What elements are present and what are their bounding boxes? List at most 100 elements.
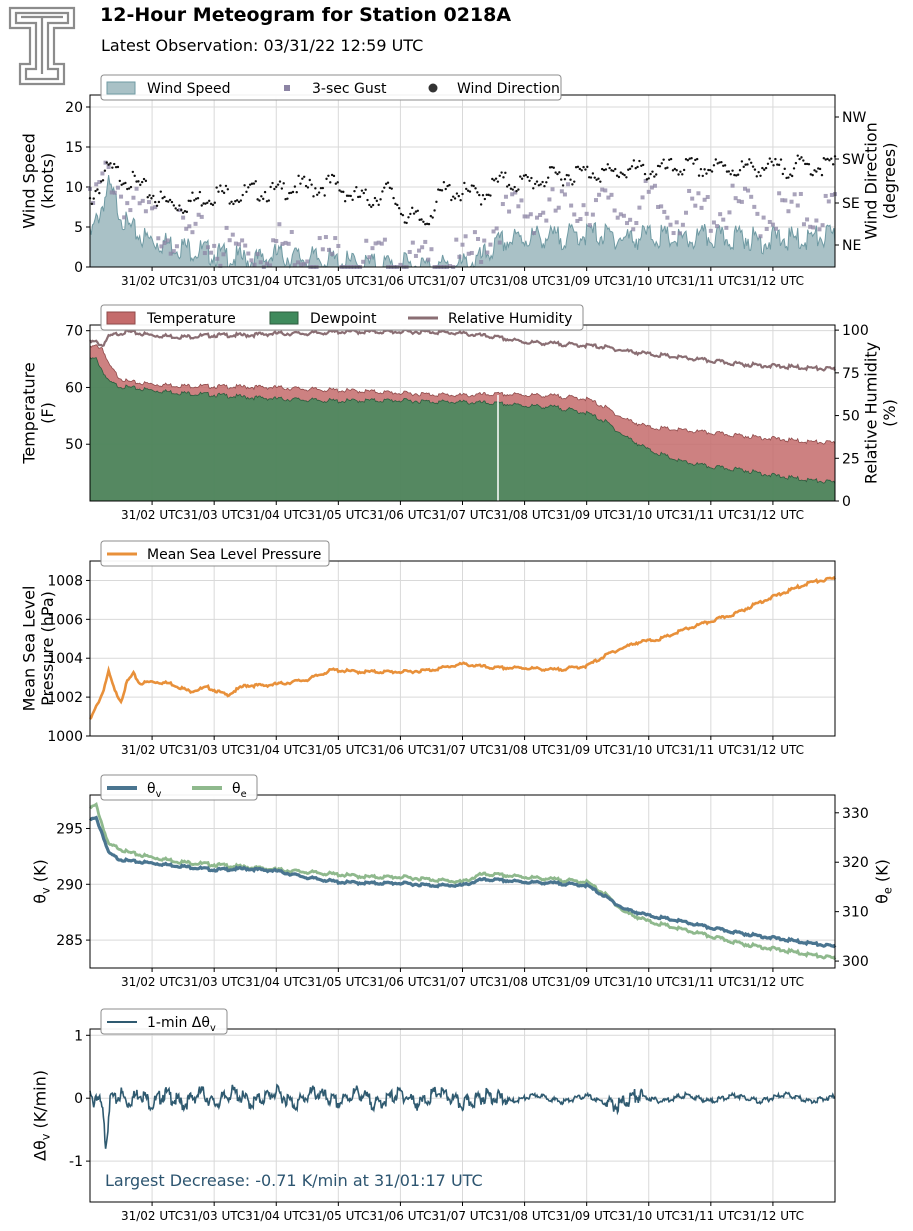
wind-direction-point [254,180,257,183]
y-tick-label: 1006 [47,612,83,628]
wind-direction-point [712,164,716,167]
x-tick-label: 31/02 UTC [121,743,183,757]
wind-direction-point [528,179,531,182]
wind-direction-point [502,176,505,179]
x-tick-label: 31/06 UTC [369,975,431,989]
wind-direction-point [194,197,198,201]
wind-direction-point [302,175,306,178]
x-tick-label: 31/03 UTC [183,508,245,522]
wind-direction-point [679,170,682,173]
wind-direction-point [368,203,371,207]
wind-direction-point [627,168,630,171]
gust-point [553,208,558,213]
wind-direction-point [478,193,481,197]
wind-direction-point [677,173,680,176]
wind-direction-point [716,162,719,165]
gust-point [550,187,555,192]
wind-direction-point [196,197,200,200]
gust-point [786,209,791,214]
wind-direction-point [280,187,284,190]
wind-direction-point [358,195,362,198]
y-tick-label: -1 [69,1154,83,1170]
wind-direction-point [364,188,367,191]
gust-point [165,238,170,243]
wind-direction-point [744,163,747,166]
wind-direction-point [764,166,768,170]
wind-direction-point [511,188,514,191]
wind-direction-point [208,199,211,203]
gust-point [479,259,484,264]
wind-direction-point [811,173,814,177]
wind-direction-point [390,187,393,190]
wind-direction-point [660,162,663,165]
gust-point [190,230,195,235]
wind-direction-point [615,174,619,177]
wind-direction-point [768,157,772,160]
wind-direction-point [126,187,129,191]
gust-point [805,217,810,222]
plot-border [89,560,836,737]
gust-point [168,251,173,256]
wind-direction-point [299,182,302,185]
wind-direction-point [567,174,570,177]
wind-direction-point [537,184,541,187]
wind-direction-point [479,203,483,206]
wind-direction-point [587,176,591,179]
wind-direction-point [777,163,781,167]
wind-direction-point [438,188,442,192]
legend-label: θv [147,781,162,800]
wind-direction-point [468,190,472,193]
wind-direction-point [470,184,474,187]
y-tick-label: 1008 [47,573,83,589]
wind-direction-point [640,164,643,168]
x-tick-label: 31/05 UTC [307,508,369,522]
gust-point [146,200,151,205]
wind-direction-point [826,157,829,161]
wind-direction-point [535,180,539,183]
wind-direction-point [355,186,358,189]
gust-point [457,254,462,259]
gust-point [593,198,598,203]
wind-direction-point [198,190,202,194]
wind-direction-point [507,183,511,187]
wind-direction-point [176,209,179,212]
wind-direction-point [437,188,440,191]
gust-point [336,243,341,248]
wind-direction-point [168,198,172,202]
wind-direction-point [831,163,835,166]
gust-point [295,260,300,265]
wind-direction-point [118,179,122,183]
wind-direction-point [245,190,248,194]
gust-point [280,241,285,246]
gust-point [808,224,813,229]
y-axis-label: Wind Speed(knots) [19,133,56,228]
gust-point [237,242,241,247]
wind-direction-point [805,162,809,166]
wind-direction-point [720,160,723,164]
x-tick-label: 31/09 UTC [556,508,618,522]
wind-direction-point [161,196,164,200]
wind-direction-point [483,197,487,201]
gust-point [233,241,238,246]
wind-direction-point [232,202,235,206]
gust-point [705,195,710,200]
wind-direction-point [202,202,205,205]
gust-point [640,195,645,200]
gust-point [181,215,186,220]
gust-point [615,215,620,220]
wind-direction-point [733,173,736,177]
y-axis-label: Temperature(F) [19,362,56,464]
gust-point [448,264,453,269]
wind-direction-point [237,200,241,204]
wind-direction-point [427,222,431,226]
gust-point [227,238,232,243]
gust-point [739,199,744,204]
wind-direction-point [276,183,280,186]
wind-direction-point [578,167,582,171]
wind-direction-point [116,165,120,169]
wind-direction-point [297,174,300,178]
y-axis-label: Δθv (K/min) [31,1070,53,1161]
wind-direction-point [701,174,704,178]
wind-direction-point [582,165,585,169]
wind-direction-point [148,194,151,197]
